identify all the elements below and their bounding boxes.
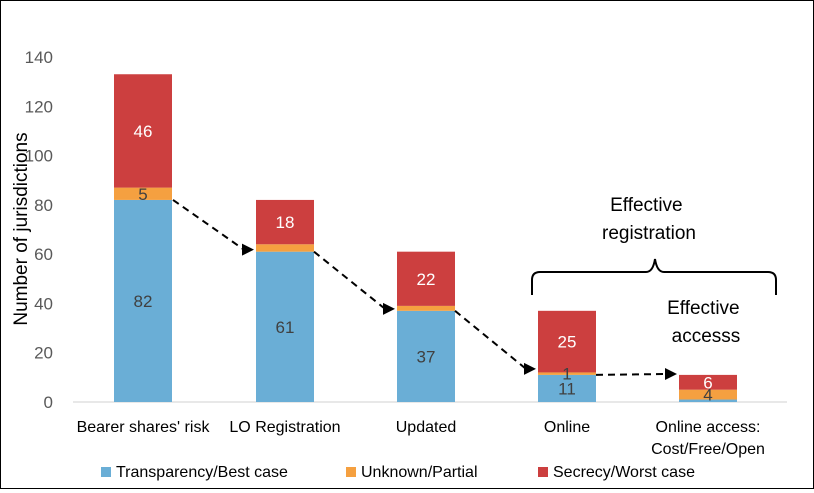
effective-registration-text: Effective registration [602,195,696,244]
flow-arrow-line [172,199,245,251]
x-tick-label: Online access: Cost/Free/Open [651,419,765,458]
legend-swatch [538,467,548,477]
flow-arrow-head [383,302,395,315]
x-tick-labels: Bearer shares' risk LO Registration Update… [77,419,765,458]
bar-segment [538,372,596,375]
x-tick-label: LO Registration [229,419,340,436]
flow-arrow-line [313,250,386,310]
y-axis-label: Number of jurisdictions [11,132,32,325]
flow-arrow-head [665,368,677,380]
bar-segment [679,399,737,402]
data-label: 61 [276,318,295,337]
bar-segment [256,199,314,245]
y-tick-label: 40 [34,294,53,313]
effective-registration-brace [531,258,777,295]
bar-segment [679,374,737,390]
data-label: 82 [134,292,153,311]
data-label: 1 [562,365,571,384]
legend-swatch [101,467,111,477]
bar-segment [114,74,172,188]
legend-label: Transparency/Best case [116,464,288,481]
y-tick-label: 120 [25,97,53,116]
flow-arrows [172,199,677,380]
effective-access-annotation: Effective accesss [667,298,745,347]
bar-segment [397,310,455,402]
bar-segment [538,310,596,373]
data-label: 25 [558,333,577,352]
y-axis: 0 20 40 60 80 100 120 140 [25,48,53,412]
bar-segment [256,244,314,252]
data-label: 4 [703,386,712,405]
bar-segment [397,305,455,311]
effective-registration-annotation: Effective registration [531,195,777,295]
y-tick-label: 140 [25,48,53,67]
bars [114,74,737,402]
data-label: 46 [134,122,153,141]
data-label: 37 [417,347,436,366]
data-label: 6 [703,373,712,392]
data-label: 11 [558,379,576,398]
flow-arrow-head [242,243,254,256]
flow-arrow-line [454,310,527,370]
bar-segment [397,251,455,306]
effective-access-text: Effective accesss [667,298,745,347]
legend-label: Secrecy/Worst case [553,464,695,481]
legend: Transparency/Best case Unknown/Partial Sec… [101,464,695,481]
x-tick-label: Bearer shares' risk [77,419,211,436]
data-labels: 82 5 46 61 18 37 22 111 25 46 [134,122,713,405]
legend-swatch [346,467,356,477]
y-tick-label: 20 [34,344,53,363]
legend-label: Unknown/Partial [361,464,478,481]
flow-arrow-head [524,362,536,375]
bar-segment [114,199,172,402]
x-tick-label: Updated [396,419,457,436]
bar-segment [114,187,172,200]
y-tick-label: 100 [25,147,53,166]
y-tick-label: 60 [34,245,53,264]
x-tick-label: Online [544,419,590,436]
flow-arrow-line [595,373,668,376]
y-tick-label: 80 [34,196,53,215]
data-label: 5 [138,185,147,204]
data-label: 22 [417,270,436,289]
bar-segment [679,389,737,400]
y-tick-label: 0 [44,393,53,412]
bar-segment [256,251,314,402]
bar-segment [538,374,596,402]
data-label: 18 [276,213,295,232]
